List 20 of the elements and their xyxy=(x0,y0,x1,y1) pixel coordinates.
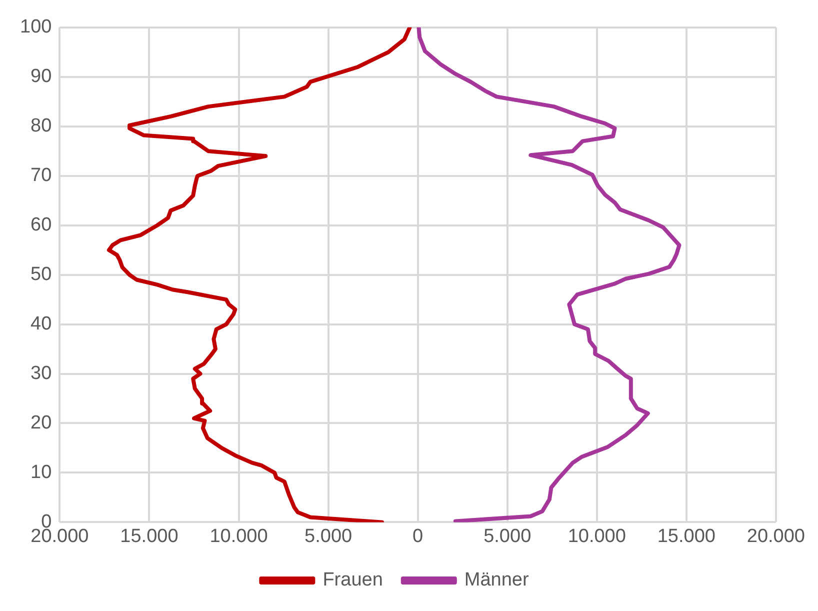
y-tick-label: 100 xyxy=(20,16,52,38)
y-tick-label: 80 xyxy=(30,116,52,137)
y-tick-label: 60 xyxy=(30,214,52,236)
x-tick-label: 20.000 xyxy=(746,526,806,547)
y-tick-label: 10 xyxy=(30,462,52,483)
x-tick-label: 15.000 xyxy=(120,526,178,547)
x-tick-label: 5.000 xyxy=(304,526,352,547)
y-tick-label: 90 xyxy=(30,66,52,88)
y-tick-label: 40 xyxy=(30,314,52,335)
legend-label: Männer xyxy=(464,570,530,591)
x-tick-label: 15.000 xyxy=(657,526,716,547)
y-tick-label: 70 xyxy=(30,165,52,186)
y-tick-label: 20 xyxy=(30,412,52,434)
legend-label: Frauen xyxy=(322,570,383,591)
x-tick-label: 10.000 xyxy=(568,526,626,547)
x-tick-label: 5.000 xyxy=(484,526,532,547)
y-tick-label: 50 xyxy=(30,264,52,286)
x-tick-label: 0 xyxy=(412,526,424,547)
x-tick-label: 10.000 xyxy=(210,526,268,547)
y-tick-label: 30 xyxy=(30,362,52,384)
